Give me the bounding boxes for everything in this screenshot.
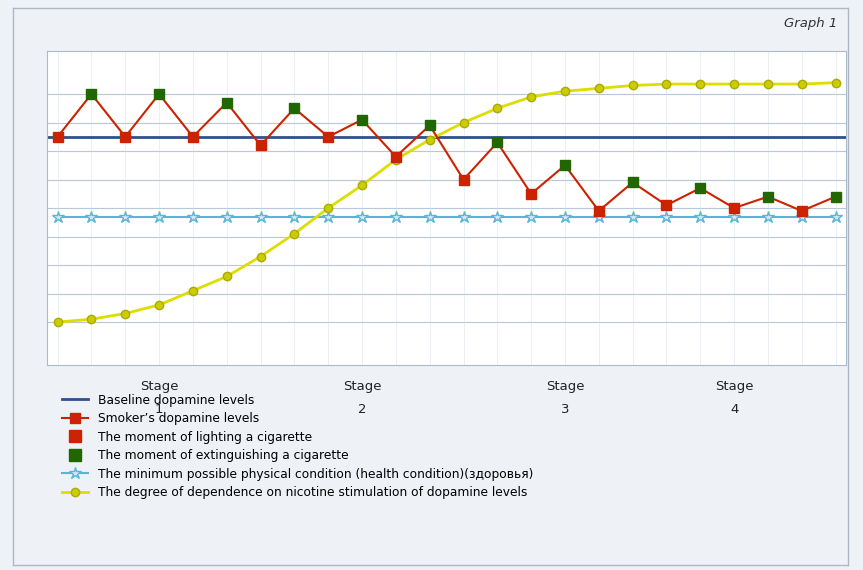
Text: 1: 1 (154, 403, 163, 416)
Text: 3: 3 (561, 403, 570, 416)
Text: Stage: Stage (715, 380, 753, 393)
Text: Stage: Stage (545, 380, 584, 393)
Text: Stage: Stage (140, 380, 179, 393)
Text: Graph 1: Graph 1 (784, 17, 837, 30)
Text: 2: 2 (358, 403, 366, 416)
Text: 4: 4 (730, 403, 739, 416)
Legend: Baseline dopamine levels, Smoker’s dopamine levels, The moment of lighting a cig: Baseline dopamine levels, Smoker’s dopam… (61, 394, 533, 499)
Text: Stage: Stage (343, 380, 381, 393)
